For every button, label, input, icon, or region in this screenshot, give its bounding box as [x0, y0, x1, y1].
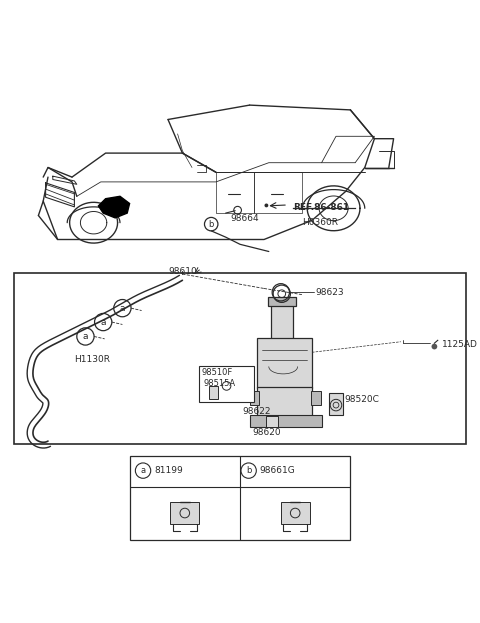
Bar	[257, 338, 312, 388]
Bar	[250, 391, 259, 405]
Text: 81199: 81199	[155, 466, 183, 475]
Bar	[199, 366, 254, 402]
Text: a: a	[120, 303, 125, 313]
Bar	[266, 416, 278, 427]
Text: 98520C: 98520C	[345, 396, 380, 404]
Text: a: a	[100, 318, 106, 326]
Bar	[250, 415, 322, 427]
Text: a: a	[141, 466, 145, 475]
Text: b: b	[246, 466, 252, 475]
Circle shape	[432, 344, 437, 350]
Circle shape	[264, 204, 268, 207]
Bar	[311, 391, 321, 405]
Bar	[130, 455, 350, 540]
Text: 98622: 98622	[242, 407, 271, 416]
Text: 98510F: 98510F	[202, 368, 233, 377]
Text: 98664: 98664	[230, 214, 259, 223]
Bar	[329, 393, 343, 415]
Bar	[257, 388, 312, 416]
Bar	[268, 297, 296, 306]
Text: 98610: 98610	[168, 267, 197, 277]
Bar	[14, 273, 466, 444]
Text: H0360R: H0360R	[302, 218, 338, 227]
Bar	[271, 304, 293, 340]
Text: 98620: 98620	[252, 427, 281, 437]
Text: REF.86-861: REF.86-861	[293, 204, 349, 212]
Text: 98661G: 98661G	[259, 466, 295, 475]
Bar	[281, 503, 310, 523]
Bar	[170, 503, 199, 523]
Text: 98515A: 98515A	[204, 379, 236, 388]
Text: 1125AD: 1125AD	[442, 340, 478, 349]
Polygon shape	[98, 196, 130, 218]
Bar	[209, 386, 218, 399]
Text: a: a	[83, 332, 88, 341]
Text: 98623: 98623	[316, 288, 345, 297]
Text: b: b	[208, 220, 214, 229]
Text: H1130R: H1130R	[74, 354, 110, 364]
